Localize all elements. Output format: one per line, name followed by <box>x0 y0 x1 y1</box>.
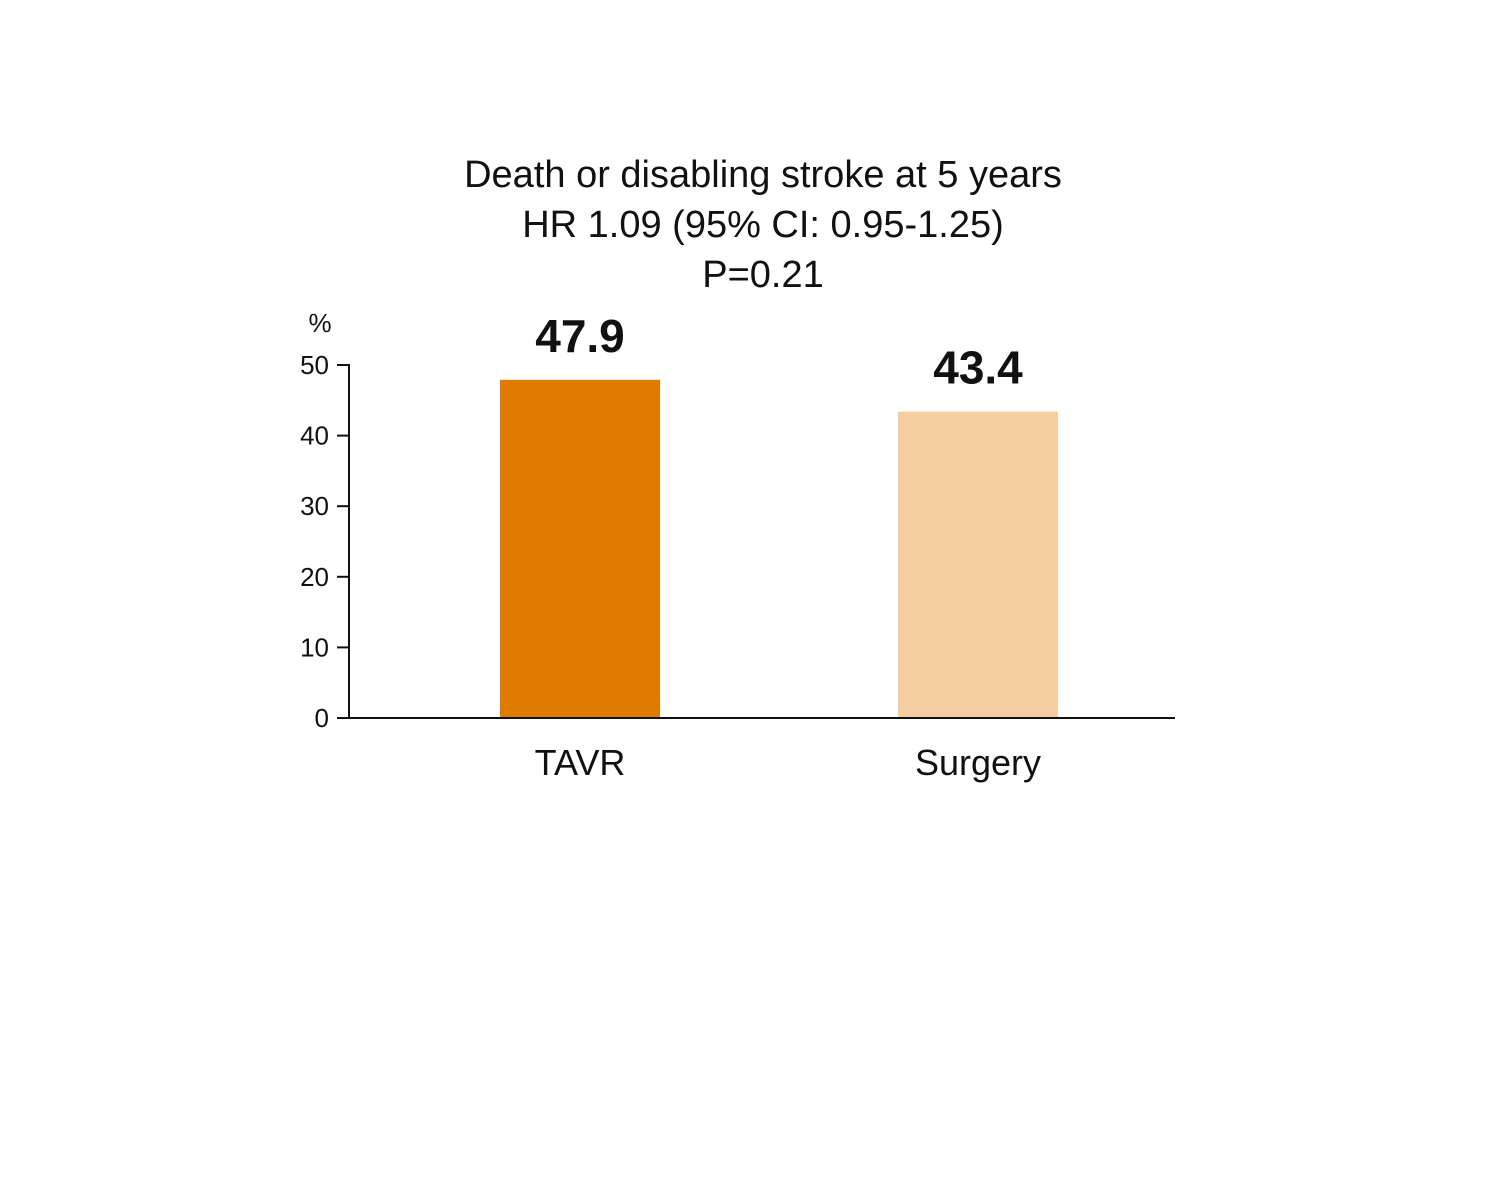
labels: 47.9 TAVR 43.4 Surgery <box>535 310 1041 783</box>
title-line-1: Death or disabling stroke at 5 years <box>464 154 1062 196</box>
y-tick-label: 50 <box>300 350 329 380</box>
bar-tavr <box>500 379 660 718</box>
y-tick-label: 20 <box>300 562 329 592</box>
y-tick-label: 10 <box>300 632 329 662</box>
y-axis-ticks: 0 10 20 30 40 50 <box>300 350 349 733</box>
bars <box>500 379 1058 718</box>
value-label-surgery: 43.4 <box>933 342 1023 394</box>
y-axis-unit-label: % <box>308 308 331 338</box>
y-tick-label: 40 <box>300 421 329 451</box>
bar-surgery <box>898 411 1058 718</box>
y-tick-label: 0 <box>315 703 329 733</box>
title-line-3: P=0.21 <box>702 254 824 296</box>
title-line-2: HR 1.09 (95% CI: 0.95-1.25) <box>522 204 1004 246</box>
category-label-surgery: Surgery <box>915 742 1041 783</box>
value-label-tavr: 47.9 <box>535 310 625 362</box>
y-tick-label: 30 <box>300 491 329 521</box>
category-label-tavr: TAVR <box>535 742 626 783</box>
chart-title: Death or disabling stroke at 5 years HR … <box>464 154 1062 296</box>
